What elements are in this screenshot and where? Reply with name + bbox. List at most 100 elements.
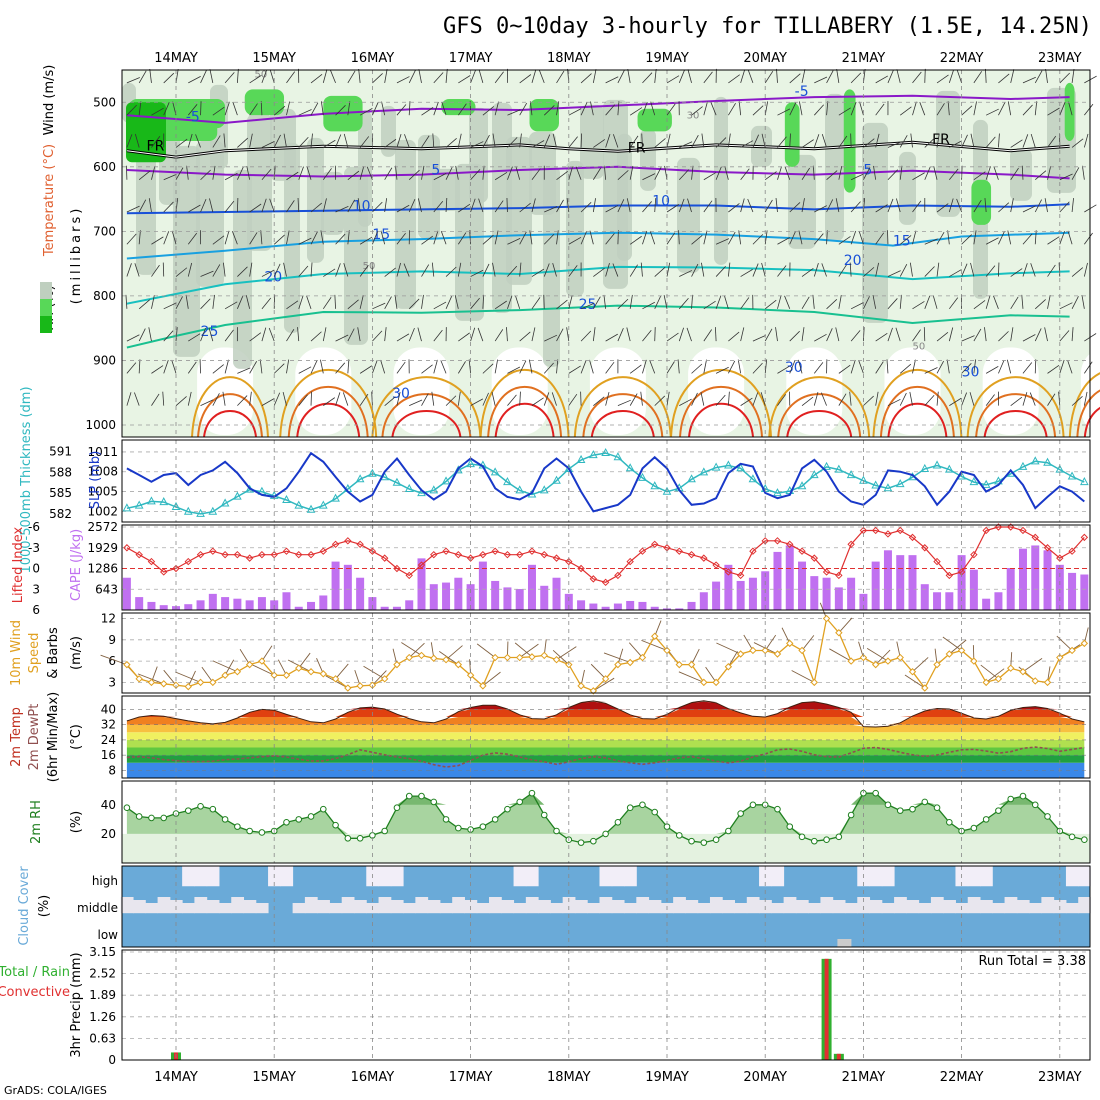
lifted-index-point [491,547,499,555]
wind-barb [590,101,594,116]
slp-line [126,451,1085,513]
wind-barb [1022,263,1028,277]
cape-bar [343,564,352,610]
wind-barb [863,167,871,180]
wind-barb [985,166,991,180]
wind-barb [363,665,385,680]
wind-barb [1034,70,1043,84]
wind-speed-point [295,664,303,672]
wind-barb [678,169,690,181]
wind-barb [476,643,496,658]
wind-barb [593,267,605,277]
wind-barb [798,230,803,245]
wind-barb [151,107,164,116]
wind-barb [552,133,557,148]
wind-barb [494,101,499,116]
rh-point [823,836,830,844]
wind-barb [359,264,369,277]
wind-barb [666,262,671,277]
wind-barb [359,365,373,374]
wind-barb [826,328,833,342]
wind-barb [212,264,221,277]
cape-bar [810,576,819,610]
wind-barb [372,360,378,374]
chart-title: GFS 0~10day 3-hourly for TILLABERY (1.5E… [443,14,1092,39]
cloud-clear-middle [317,900,330,914]
wind-barb [838,165,843,180]
rh-point [307,813,315,820]
cape-bar [724,564,733,610]
wind-barb [556,299,568,310]
wind-barb [125,294,128,309]
cape-bar [245,600,254,610]
rh-point [872,789,879,797]
cape-bar [994,592,1003,610]
wind-barb [538,69,545,84]
wind-barb [1022,658,1043,673]
wind-barb [396,104,407,116]
thickness-point [515,485,525,494]
thickness-point [846,470,856,479]
rh-legend-swatch-90 [40,316,52,333]
wind-barb [801,268,814,277]
wind-barb [268,327,275,342]
lifted-index-point [1043,544,1052,552]
wind-barb [384,198,388,213]
wind-barb [149,68,152,83]
temp-line [126,700,1085,728]
wind-barb [998,202,1010,213]
wind-barb [1022,334,1036,342]
wind-barb [551,392,557,406]
wind-barb [359,136,370,148]
wind-barb [580,330,592,342]
cloud-clear-middle [1041,897,1055,914]
wind-barb [984,327,987,342]
wind-barb [556,328,564,342]
wind-barb [335,362,346,374]
wind-barb [998,102,1006,116]
wind-barb [212,364,224,374]
cloud-clear-middle [943,900,956,914]
wind-barb [568,265,578,277]
cloud-clear-middle [292,903,306,914]
wind-barb [948,198,954,213]
wind-barb [1029,392,1036,406]
wind-barb [372,73,383,84]
y-tick-label: 6 [108,654,116,668]
wind-speed-point [1031,677,1039,685]
cloud-clear-high [378,866,392,887]
cloud-clear-middle [513,903,527,914]
thickness-point [822,461,831,470]
wind-barb [335,263,341,277]
wind-barb [617,199,625,213]
wind-barb [728,102,736,116]
wind-barb [237,395,248,406]
rh-point [283,818,290,826]
cape-bar [589,603,598,610]
wind-barb [1034,199,1042,213]
y-tick-label: 1.89 [89,988,116,1002]
date-label-bottom: 20MAY [743,1070,787,1085]
wind-barb [604,165,607,180]
cape-bar [675,608,684,610]
wind-barb [617,328,624,342]
wind-barb [924,367,938,374]
wind-speed-point [1056,653,1064,662]
wind-speed-point [282,671,291,679]
ylabel-wind-3: & Barbs [46,627,61,679]
wind-barb [408,642,425,658]
wind-speed-point [626,658,634,667]
wind-barb [494,230,499,245]
rh-point [921,798,929,806]
rh-point [688,837,695,845]
wind-barb [212,294,215,309]
wind-speed-point [675,660,683,669]
wind-barb [404,134,410,148]
wind-barb [798,101,803,116]
wind-barb [200,198,207,213]
rh-point [774,805,781,813]
rh-point [160,814,168,822]
thickness-point [932,460,942,469]
wind-barb [666,75,680,84]
wind-barb [863,395,874,406]
